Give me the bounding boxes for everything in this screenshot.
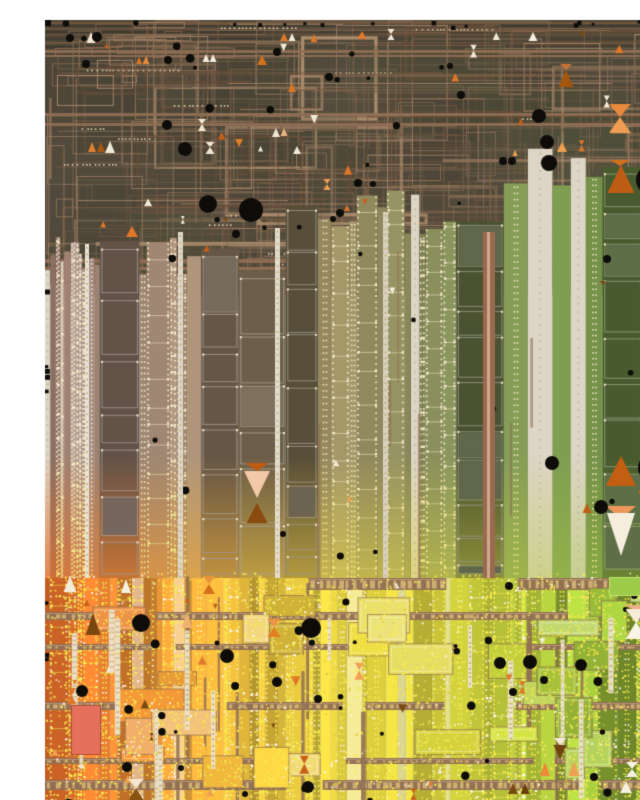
artwork-canvas xyxy=(40,16,640,800)
page: { "artwork": { "canvas": {"width":640,"h… xyxy=(0,16,640,800)
generative-artwork-frame xyxy=(40,16,640,800)
